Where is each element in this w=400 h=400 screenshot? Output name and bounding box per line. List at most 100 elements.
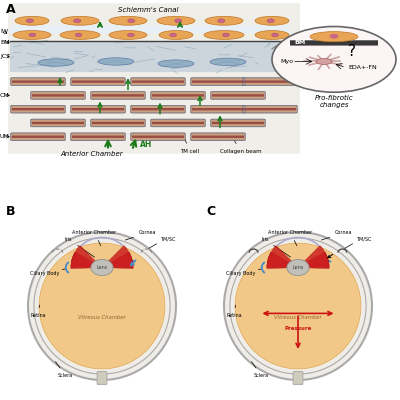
Text: TM/SC: TM/SC	[356, 237, 371, 242]
Ellipse shape	[223, 33, 230, 37]
Ellipse shape	[222, 19, 229, 23]
Ellipse shape	[61, 16, 99, 25]
Text: Vitreous Chamber: Vitreous Chamber	[78, 314, 126, 320]
Ellipse shape	[250, 16, 294, 25]
FancyBboxPatch shape	[191, 78, 245, 86]
FancyBboxPatch shape	[131, 105, 185, 113]
Ellipse shape	[158, 60, 194, 67]
Ellipse shape	[316, 58, 332, 64]
FancyBboxPatch shape	[151, 92, 205, 99]
FancyBboxPatch shape	[91, 119, 145, 127]
FancyBboxPatch shape	[132, 136, 184, 138]
Wedge shape	[102, 252, 133, 268]
FancyBboxPatch shape	[72, 80, 124, 83]
FancyBboxPatch shape	[97, 372, 107, 384]
Text: Pro-fibrotic
changes: Pro-fibrotic changes	[315, 95, 353, 108]
Text: Ciliary Body: Ciliary Body	[226, 269, 261, 276]
Text: Vitreous Chamber: Vitreous Chamber	[274, 314, 322, 320]
FancyBboxPatch shape	[192, 136, 244, 138]
FancyArrowPatch shape	[58, 79, 62, 85]
Ellipse shape	[287, 259, 309, 276]
Text: Sclera: Sclera	[252, 362, 269, 378]
FancyBboxPatch shape	[212, 94, 264, 96]
Ellipse shape	[80, 33, 86, 37]
Circle shape	[224, 232, 372, 380]
Ellipse shape	[121, 19, 128, 23]
FancyBboxPatch shape	[91, 92, 145, 99]
FancyBboxPatch shape	[244, 108, 296, 110]
FancyArrowPatch shape	[131, 260, 136, 266]
FancyBboxPatch shape	[243, 78, 297, 86]
Text: Retina: Retina	[226, 305, 242, 318]
Text: BM: BM	[294, 40, 305, 45]
Ellipse shape	[61, 30, 99, 40]
FancyArrowPatch shape	[178, 23, 182, 27]
Ellipse shape	[330, 34, 338, 38]
Text: UM: UM	[0, 134, 10, 139]
Text: IW: IW	[0, 29, 8, 34]
FancyBboxPatch shape	[132, 80, 184, 83]
Ellipse shape	[111, 30, 145, 40]
Ellipse shape	[207, 30, 241, 40]
Text: Ciliary Body: Ciliary Body	[30, 269, 65, 276]
Ellipse shape	[106, 16, 150, 25]
Text: Schlemm's Canal: Schlemm's Canal	[118, 7, 178, 13]
FancyBboxPatch shape	[152, 122, 204, 124]
Text: Cornea: Cornea	[321, 230, 352, 240]
FancyBboxPatch shape	[11, 105, 65, 113]
Wedge shape	[71, 252, 102, 268]
Ellipse shape	[205, 16, 243, 25]
FancyBboxPatch shape	[131, 78, 185, 86]
Text: Lens: Lens	[292, 265, 304, 270]
Ellipse shape	[27, 33, 34, 37]
FancyBboxPatch shape	[212, 122, 264, 124]
Ellipse shape	[310, 32, 358, 42]
Text: BM: BM	[0, 40, 10, 45]
FancyBboxPatch shape	[211, 92, 265, 99]
Wedge shape	[71, 246, 102, 269]
FancyBboxPatch shape	[31, 92, 85, 99]
Text: C: C	[206, 205, 215, 218]
FancyArrowPatch shape	[98, 23, 102, 27]
Text: Sclera: Sclera	[56, 362, 73, 378]
FancyBboxPatch shape	[92, 94, 144, 96]
Circle shape	[272, 26, 396, 92]
Ellipse shape	[75, 19, 82, 23]
Text: Anterior Chamber: Anterior Chamber	[60, 151, 123, 157]
FancyBboxPatch shape	[10, 26, 290, 34]
FancyBboxPatch shape	[71, 133, 125, 140]
FancyArrowPatch shape	[218, 117, 222, 128]
FancyBboxPatch shape	[191, 105, 245, 113]
FancyBboxPatch shape	[71, 105, 125, 113]
FancyBboxPatch shape	[71, 78, 125, 86]
Ellipse shape	[172, 19, 179, 23]
FancyBboxPatch shape	[12, 136, 64, 138]
Ellipse shape	[13, 30, 51, 40]
Ellipse shape	[253, 30, 291, 40]
Ellipse shape	[124, 33, 131, 37]
FancyBboxPatch shape	[191, 133, 245, 140]
Wedge shape	[267, 252, 298, 268]
Ellipse shape	[15, 16, 49, 25]
Text: Iris: Iris	[261, 237, 290, 257]
Circle shape	[34, 238, 170, 374]
Text: B: B	[6, 205, 16, 218]
FancyArrowPatch shape	[328, 254, 333, 258]
Text: Lens: Lens	[96, 265, 108, 270]
Wedge shape	[298, 252, 329, 268]
Ellipse shape	[98, 58, 134, 65]
FancyBboxPatch shape	[290, 40, 378, 46]
Wedge shape	[267, 246, 298, 269]
FancyBboxPatch shape	[152, 94, 204, 96]
FancyBboxPatch shape	[32, 122, 84, 124]
Text: ?: ?	[348, 44, 356, 60]
Text: TM/SC: TM/SC	[160, 237, 175, 242]
Text: Anterior Chamber: Anterior Chamber	[268, 230, 313, 246]
FancyBboxPatch shape	[131, 133, 185, 140]
Text: Pressure: Pressure	[284, 326, 312, 331]
Text: Retina: Retina	[30, 305, 46, 318]
Text: Cornea: Cornea	[125, 230, 156, 240]
FancyBboxPatch shape	[243, 105, 297, 113]
Wedge shape	[102, 246, 133, 269]
Text: CM: CM	[0, 93, 10, 98]
